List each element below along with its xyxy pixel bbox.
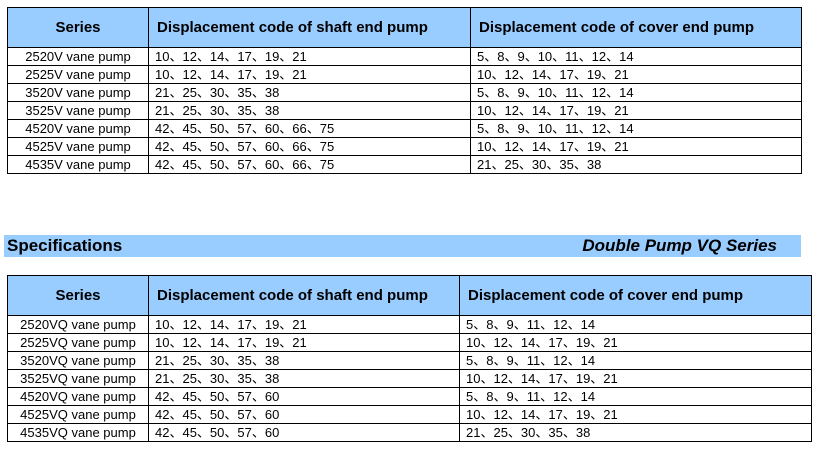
shaft-end-cell: 21、25、30、35、38 [148,101,471,120]
column-header: Displacement code of shaft end pump [148,7,471,48]
cover-end-cell: 10、12、14、17、19、21 [459,369,812,388]
table-row: 2525VQ vane pump 10、12、14、17、19、21 10、12、1… [7,333,812,352]
shaft-end-cell: 10、12、14、17、19、21 [148,315,460,334]
section-subtitle: Double Pump VQ Series [582,236,777,255]
table-header-row: Series Displacement code of shaft end pum… [7,275,812,316]
cover-end-cell: 5、8、9、11、12、14 [459,315,812,334]
cover-end-cell: 5、8、9、10、11、12、14 [470,47,802,66]
shaft-end-cell: 10、12、14、17、19、21 [148,333,460,352]
series-cell: 4525VQ vane pump [7,405,149,424]
series-cell: 3525V vane pump [7,101,149,120]
cover-end-cell: 10、12、14、17、19、21 [459,333,812,352]
table-row: 3520VQ vane pump 21、25、30、35、38 5、8、9、11、1… [7,351,812,370]
shaft-end-cell: 21、25、30、35、38 [148,351,460,370]
cover-end-cell: 21、25、30、35、38 [459,423,812,442]
shaft-end-cell: 42、45、50、57、60、66、75 [148,155,471,174]
table-row: 2520VQ vane pump 10、12、14、17、19、21 5、8、9、1… [7,315,812,334]
series-cell: 4520V vane pump [7,119,149,138]
shaft-end-cell: 21、25、30、35、38 [148,369,460,388]
series-cell: 2520V vane pump [7,47,149,66]
column-header: Displacement code of shaft end pump [148,275,460,316]
specifications-bar: Specifications Double Pump VQ Series [4,235,801,257]
table-row: 2520V vane pump 10、12、14、17、19、21 5、8、9、10… [7,47,802,66]
v-series-table: Series Displacement code of shaft end pum… [7,7,802,174]
series-cell: 3525VQ vane pump [7,369,149,388]
table-row: 4535VQ vane pump 42、45、50、57、60 21、25、30、3… [7,423,812,442]
shaft-end-cell: 42、45、50、57、60、66、75 [148,119,471,138]
shaft-end-cell: 10、12、14、17、19、21 [148,47,471,66]
table-row: 3525VQ vane pump 21、25、30、35、38 10、12、14、1… [7,369,812,388]
cover-end-cell: 10、12、14、17、19、21 [470,101,802,120]
cover-end-cell: 5、8、9、10、11、12、14 [470,83,802,102]
series-cell: 4520VQ vane pump [7,387,149,406]
table-row: 4525VQ vane pump 42、45、50、57、60 10、12、14、1… [7,405,812,424]
column-header: Series [7,275,149,316]
column-header: Displacement code of cover end pump [470,7,802,48]
cover-end-cell: 21、25、30、35、38 [470,155,802,174]
cover-end-cell: 10、12、14、17、19、21 [459,405,812,424]
section-title: Specifications [7,236,123,255]
series-cell: 3520V vane pump [7,83,149,102]
table-row: 3520V vane pump 21、25、30、35、38 5、8、9、10、11… [7,83,802,102]
table-row: 4525V vane pump 42、45、50、57、60、66、75 10、12… [7,137,802,156]
shaft-end-cell: 10、12、14、17、19、21 [148,65,471,84]
shaft-end-cell: 42、45、50、57、60 [148,387,460,406]
series-cell: 2525V vane pump [7,65,149,84]
table-row: 3525V vane pump 21、25、30、35、38 10、12、14、17… [7,101,802,120]
series-cell: 4535VQ vane pump [7,423,149,442]
column-header: Displacement code of cover end pump [459,275,812,316]
cover-end-cell: 5、8、9、11、12、14 [459,351,812,370]
table-header-row: Series Displacement code of shaft end pum… [7,7,802,48]
table-row: 2525V vane pump 10、12、14、17、19、21 10、12、14… [7,65,802,84]
shaft-end-cell: 21、25、30、35、38 [148,83,471,102]
series-cell: 4535V vane pump [7,155,149,174]
column-header: Series [7,7,149,48]
cover-end-cell: 5、8、9、11、12、14 [459,387,812,406]
series-cell: 2525VQ vane pump [7,333,149,352]
shaft-end-cell: 42、45、50、57、60 [148,423,460,442]
cover-end-cell: 10、12、14、17、19、21 [470,65,802,84]
table-row: 4520V vane pump 42、45、50、57、60、66、75 5、8、9… [7,119,802,138]
cover-end-cell: 10、12、14、17、19、21 [470,137,802,156]
series-cell: 3520VQ vane pump [7,351,149,370]
shaft-end-cell: 42、45、50、57、60 [148,405,460,424]
series-cell: 4525V vane pump [7,137,149,156]
cover-end-cell: 5、8、9、10、11、12、14 [470,119,802,138]
vq-series-table: Series Displacement code of shaft end pum… [7,275,812,442]
table-row: 4520VQ vane pump 42、45、50、57、60 5、8、9、11、1… [7,387,812,406]
shaft-end-cell: 42、45、50、57、60、66、75 [148,137,471,156]
series-cell: 2520VQ vane pump [7,315,149,334]
table-row: 4535V vane pump 42、45、50、57、60、66、75 21、25… [7,155,802,174]
